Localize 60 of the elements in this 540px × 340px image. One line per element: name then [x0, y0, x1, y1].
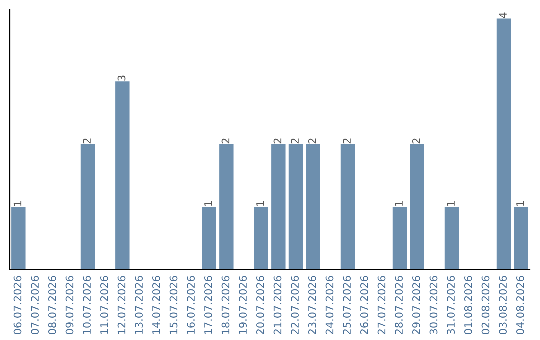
x-tick-label: 09.07.2026	[66, 276, 74, 335]
x-tick-label: 29.07.2026	[412, 276, 420, 334]
x-tick-label: 16.07.2026	[187, 276, 196, 334]
x-tick-label: 03.08.2026	[499, 276, 508, 335]
bar	[288, 144, 304, 270]
data-label: 1	[395, 202, 403, 206]
bar	[306, 144, 320, 270]
bar	[340, 144, 356, 270]
bar	[514, 207, 528, 270]
x-tick-label: 25.07.2026	[343, 276, 352, 334]
data-label: 4	[499, 12, 507, 18]
x-tick-label: 28.07.2026	[395, 276, 404, 334]
x-tick-label: 07.07.2026	[31, 276, 40, 335]
bar	[12, 207, 26, 270]
data-label: 1	[516, 202, 524, 206]
data-label: 1	[14, 202, 22, 206]
data-label: 2	[222, 138, 230, 144]
bar	[272, 144, 286, 270]
x-tick-label: 04.08.2026	[516, 276, 524, 335]
bar	[116, 82, 130, 270]
x-tick-label: 23.07.2026	[308, 276, 316, 334]
data-label: 1	[256, 202, 264, 206]
x-tick-label: 26.07.2026	[360, 276, 368, 334]
x-tick-label: 08.07.2026	[48, 276, 56, 335]
bar	[80, 144, 96, 270]
x-tick-label: 27.07.2026	[378, 276, 386, 334]
x-tick-label: 12.07.2026	[118, 276, 126, 334]
x-tick-label: 17.07.2026	[204, 276, 212, 334]
x-tick-label: 24.07.2026	[326, 276, 334, 334]
data-label: 2	[291, 138, 299, 144]
bar	[202, 207, 216, 270]
data-label: 2	[83, 138, 91, 144]
x-tick-label: 22.07.2026	[291, 276, 300, 334]
data-label: 2	[308, 138, 316, 144]
x-tick-label: 10.07.2026	[83, 276, 92, 334]
data-label: 1	[447, 202, 455, 206]
x-tick-label: 14.07.2026	[152, 276, 160, 334]
x-tick-label: 01.08.2026	[464, 276, 472, 335]
x-tick-label: 11.07.2026	[100, 276, 108, 334]
data-label: 2	[343, 138, 351, 144]
bar	[496, 18, 512, 270]
x-tick-label: 30.07.2026	[430, 276, 438, 334]
data-label: 2	[412, 138, 420, 144]
data-label: 1	[204, 202, 212, 206]
x-tick-label: 20.07.2026	[256, 276, 264, 334]
bar	[410, 144, 424, 270]
bar	[254, 207, 268, 270]
x-tick-label: 21.07.2026	[274, 276, 282, 334]
data-label: 3	[118, 76, 126, 81]
x-tick-label: 02.08.2026	[482, 276, 490, 335]
x-tick-label: 31.07.2026	[447, 276, 456, 334]
x-tick-label: 19.07.2026	[239, 276, 248, 334]
x-tick-label: 18.07.2026	[222, 276, 230, 334]
x-tick-label: 06.07.2026	[14, 276, 22, 335]
data-label: 2	[274, 138, 282, 144]
x-tick-label: 15.07.2026	[170, 276, 178, 334]
x-tick-label: 13.07.2026	[135, 276, 144, 334]
bar	[444, 207, 460, 270]
bar	[392, 207, 408, 270]
bar	[220, 144, 234, 270]
